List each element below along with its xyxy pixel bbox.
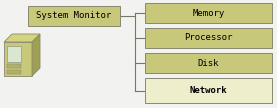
Text: Network: Network (190, 86, 227, 95)
Text: Memory: Memory (192, 9, 225, 17)
FancyBboxPatch shape (145, 3, 272, 23)
FancyBboxPatch shape (145, 78, 272, 103)
FancyBboxPatch shape (7, 70, 21, 74)
FancyBboxPatch shape (145, 53, 272, 73)
FancyBboxPatch shape (7, 46, 21, 62)
FancyBboxPatch shape (28, 6, 120, 26)
Polygon shape (4, 34, 40, 42)
Text: System Monitor: System Monitor (36, 11, 112, 21)
Polygon shape (32, 34, 40, 76)
FancyBboxPatch shape (145, 28, 272, 48)
Text: Disk: Disk (198, 59, 219, 68)
FancyBboxPatch shape (4, 42, 32, 76)
Text: Processor: Processor (184, 33, 233, 43)
FancyBboxPatch shape (7, 64, 21, 68)
